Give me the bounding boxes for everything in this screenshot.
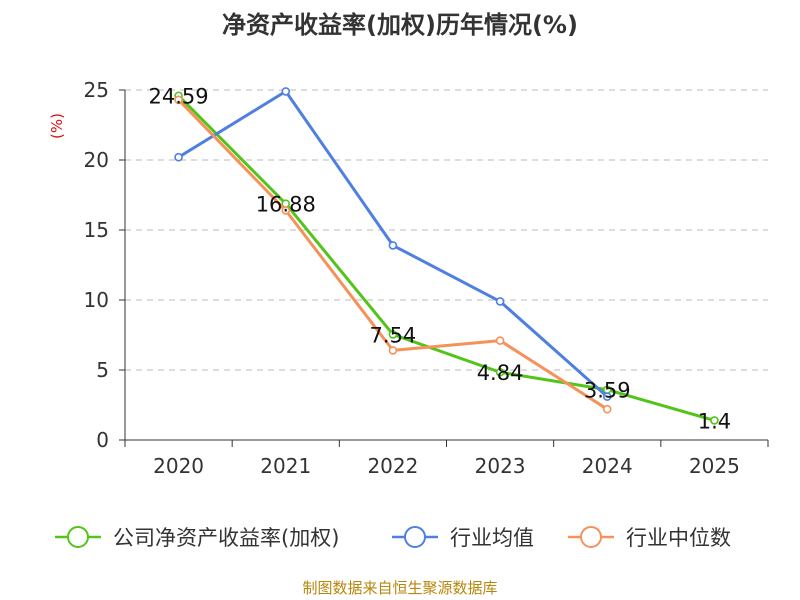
data-point (174, 95, 183, 105)
series-line-0 (177, 94, 715, 422)
x-tick-label: 2022 (367, 454, 418, 478)
data-label: 16.88 (256, 193, 316, 217)
y-tick-label: 15 (84, 218, 109, 242)
data-point (710, 416, 719, 425)
data-label: 1.4 (698, 409, 731, 433)
legend-label: 行业均值 (450, 526, 534, 550)
legend-label: 公司净资产收益率(加权) (113, 526, 339, 550)
x-tick-label: 2021 (260, 454, 311, 478)
y-tick-label: 0 (96, 428, 109, 452)
series-lines (174, 87, 719, 425)
y-axis-label: (%) (48, 113, 66, 139)
data-labels: 24.59 16.88 7.54 4.84 3.59 1.4 (149, 85, 732, 434)
y-tick-label: 25 (84, 78, 109, 102)
y-tick-label: 10 (84, 288, 109, 312)
data-point (388, 346, 398, 355)
legend-label: 行业中位数 (626, 526, 731, 550)
y-tick-label: 20 (84, 148, 109, 172)
data-point (388, 241, 398, 250)
legend-item-0[interactable]: 公司净资产收益率(加权) (55, 526, 339, 550)
legend-marker (580, 526, 602, 548)
data-point (602, 392, 612, 401)
legend-item-1[interactable]: 行业均值 (392, 526, 534, 550)
data-point (495, 367, 505, 377)
data-label: 4.84 (477, 361, 524, 385)
legend-marker (404, 526, 426, 548)
series-line-2 (177, 98, 609, 411)
data-point (495, 297, 505, 306)
gridlines (125, 89, 768, 371)
data-point (388, 330, 398, 339)
x-tick-label: 2020 (153, 454, 204, 478)
x-tick-label: 2023 (475, 454, 526, 478)
legend[interactable]: 公司净资产收益率(加权) 行业均值 行业中位数 (55, 526, 731, 550)
data-point (602, 404, 612, 414)
x-tick-label: 2025 (689, 454, 740, 478)
data-label: 7.54 (370, 323, 417, 347)
data-label: 24.59 (149, 85, 209, 109)
data-label: 3.59 (584, 379, 631, 403)
data-point (174, 152, 183, 162)
x-tick-label: 2024 (582, 454, 633, 478)
y-tick-label: 5 (96, 358, 109, 382)
legend-marker (67, 526, 89, 548)
source-note: 制图数据来自恒生聚源数据库 (302, 579, 497, 597)
chart-title: 净资产收益率(加权)历年情况(%) (222, 11, 578, 39)
legend-item-2[interactable]: 行业中位数 (568, 526, 731, 550)
data-point (281, 206, 291, 215)
data-point (281, 87, 291, 96)
data-point (495, 336, 505, 345)
